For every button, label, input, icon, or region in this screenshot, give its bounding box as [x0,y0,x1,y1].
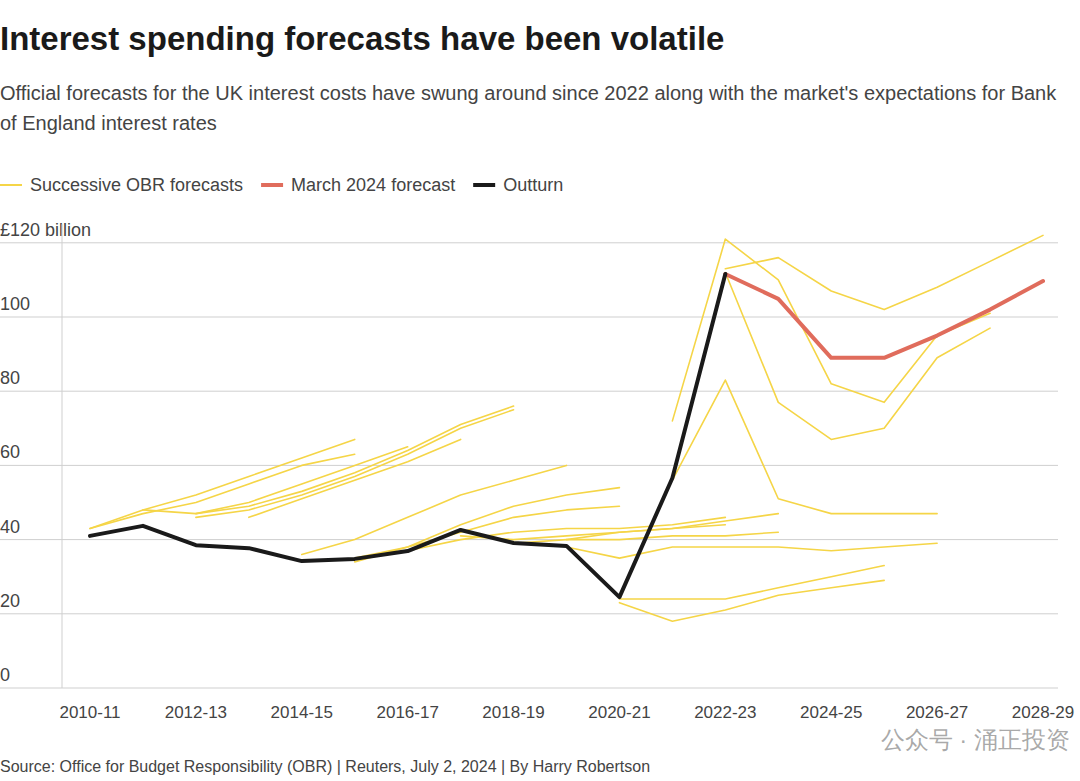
chart: Interest spending forecasts have been vo… [0,0,1080,781]
y-tick-label: 100 [0,294,30,314]
series-line [196,410,514,518]
series-line [90,274,725,597]
y-tick-label: £120 billion [0,220,91,240]
watermark: 公众号 · 涌正投资 [881,726,1070,753]
series-line [725,274,1043,358]
series-line [90,454,355,528]
legend: Successive OBR forecasts March 2024 forec… [0,175,563,195]
source: Source: Office for Budget Responsibility… [0,758,650,775]
series-line [355,488,620,562]
legend-swatch [261,183,283,187]
y-axis-line [62,224,63,688]
series-line [672,380,937,514]
grid-line [0,613,1058,614]
subtitle: Official forecasts for the UK interest c… [0,82,1057,134]
grid-line [0,688,1058,689]
grid: 0 20 40 60 80 100 £120 billion [0,220,1058,688]
y-tick-label: 0 [0,665,10,685]
series-line [619,566,884,599]
grid-line [0,242,1058,243]
y-tick-label: 80 [0,368,20,388]
grid-line [0,391,1058,392]
subtitle-line: Official forecasts for the UK interest c… [0,82,1057,104]
y-tick-label: 60 [0,442,20,462]
series-line [567,543,938,558]
x-tick-label: 2028-29 [1012,703,1074,722]
series-line [196,406,514,514]
x-tick-label: 2016-17 [376,703,438,722]
x-tick-label: 2010-11 [59,703,120,722]
legend-label: March 2024 forecast [291,175,455,195]
series-line [90,439,355,528]
lines [90,235,1043,621]
x-tick-label: 2018-19 [482,703,544,722]
legend-label: Outturn [503,175,563,195]
x-tick-label: 2024-25 [800,703,862,722]
y-tick-label: 40 [0,517,20,537]
x-tick-label: 2020-21 [588,703,650,722]
subtitle-line: of England interest rates [0,112,217,134]
legend-swatch [473,183,495,187]
x-tick-label: 2022-23 [694,703,756,722]
series-line [249,439,461,517]
grid-line [0,465,1058,466]
x-tick-label: 2012-13 [165,703,227,722]
x-tick-label: 2014-15 [271,703,333,722]
series-line [672,239,990,421]
grid-line [0,317,1058,318]
series-line [143,447,408,514]
legend-label: Successive OBR forecasts [30,175,243,195]
y-tick-label: 20 [0,591,20,611]
series-line [619,580,884,621]
title: Interest spending forecasts have been vo… [0,20,724,57]
legend-swatch [0,184,22,186]
x-tick-label: 2026-27 [906,703,968,722]
